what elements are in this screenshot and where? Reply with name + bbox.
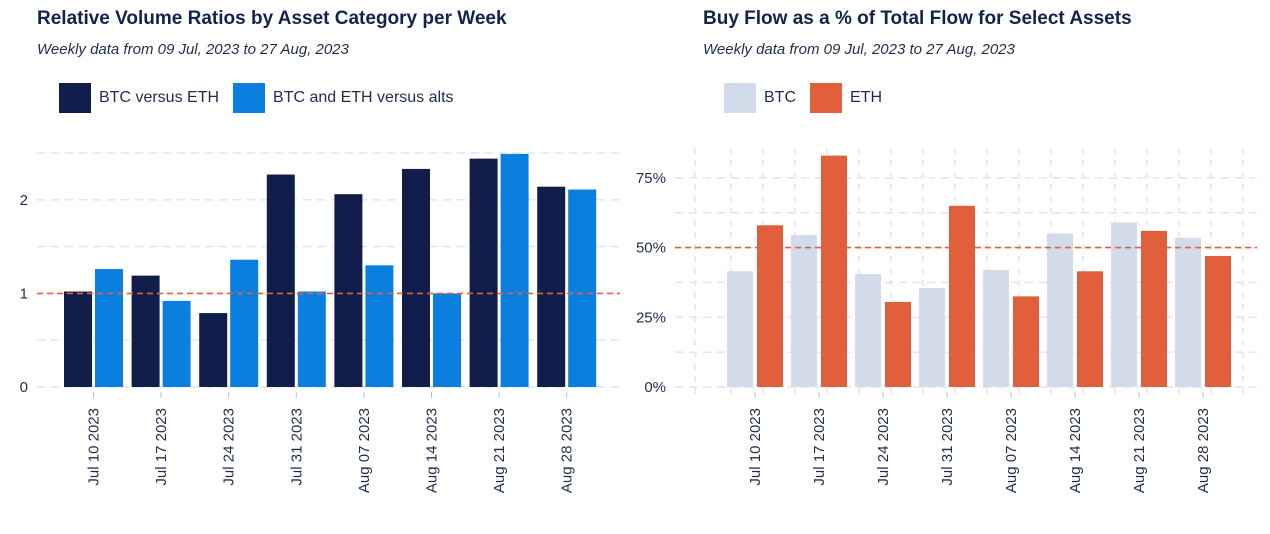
y-tick-label: 25% (636, 309, 666, 326)
bar-eth-4 (1013, 296, 1039, 387)
x-tick-label: Jul 31 2023 (288, 408, 305, 486)
x-tick-label: Jul 31 2023 (939, 408, 956, 486)
bar-eth-6 (1141, 230, 1167, 387)
bar-btc-versus-eth-2 (199, 313, 228, 387)
bar-btc-versus-eth-1 (131, 275, 160, 387)
bar-btc-5 (1047, 233, 1073, 387)
bar-btc-and-eth-versus-alts-5 (433, 293, 461, 387)
x-tick-label: Aug 14 2023 (1067, 408, 1084, 493)
bar-eth-2 (885, 301, 911, 387)
legend-swatch (59, 83, 91, 113)
bar-btc-and-eth-versus-alts-0 (95, 269, 123, 387)
legend-label: BTC (764, 89, 796, 106)
bar-btc-versus-eth-6 (469, 158, 498, 387)
chart-title: Buy Flow as a % of Total Flow for Select… (703, 8, 1132, 29)
chart-subtitle: Weekly data from 09 Jul, 2023 to 27 Aug,… (37, 41, 349, 58)
y-tick-label: 0% (644, 379, 666, 396)
bar-btc-and-eth-versus-alts-3 (297, 291, 326, 387)
x-tick-label: Jul 24 2023 (221, 408, 238, 486)
y-tick-label: 1 (20, 285, 28, 302)
bar-btc-versus-eth-7 (537, 186, 566, 387)
chart-legend: BTC ETH (724, 83, 896, 113)
legend-label: BTC versus ETH (99, 89, 220, 106)
legend-swatch (724, 83, 756, 113)
legend-item-eth: ETH (810, 83, 882, 113)
chart-title: Relative Volume Ratios by Asset Category… (37, 8, 507, 29)
bar-eth-1 (821, 155, 847, 387)
x-tick-label: Jul 10 2023 (747, 408, 764, 486)
bar-eth-5 (1077, 271, 1103, 387)
y-tick-label: 2 (20, 192, 28, 209)
y-tick-label: 0 (20, 379, 28, 396)
x-tick-label: Jul 24 2023 (875, 408, 892, 486)
legend-label: BTC and ETH versus alts (273, 89, 454, 106)
x-tick-label: Jul 10 2023 (86, 408, 103, 486)
bar-btc-and-eth-versus-alts-2 (230, 259, 259, 387)
bar-btc-4 (983, 269, 1009, 387)
bar-btc-2 (855, 274, 881, 387)
volume-ratio-plot: 0 1 2 Jul 10 2023 Jul 17 2023 Jul 24 2023 Jul … (20, 152, 620, 493)
x-tick-label: Aug 07 2023 (356, 408, 373, 493)
bar-eth-0 (757, 225, 783, 387)
bar-btc-1 (791, 235, 817, 387)
chart-legend: BTC versus ETH BTC and ETH versus alts (59, 83, 468, 113)
x-tick-label: Aug 28 2023 (559, 408, 576, 493)
x-tick-label: Aug 07 2023 (1003, 408, 1020, 493)
x-tick-label: Jul 17 2023 (153, 408, 170, 486)
bar-btc-versus-eth-3 (266, 174, 295, 387)
x-tick-label: Jul 17 2023 (811, 408, 828, 486)
bar-btc-and-eth-versus-alts-1 (162, 300, 191, 387)
bar-btc-7 (1175, 237, 1201, 387)
bar-btc-0 (727, 271, 753, 387)
y-tick-label: 75% (636, 170, 666, 187)
bar-btc-3 (919, 288, 945, 387)
legend-item-btc-vs-eth: BTC versus ETH (59, 83, 219, 113)
bar-btc-versus-eth-4 (334, 194, 363, 387)
legend-item-btc: BTC (724, 83, 796, 113)
bar-btc-and-eth-versus-alts-7 (568, 189, 597, 387)
buy-flow-chart-panel: 0% 25% 50% 75% Jul 10 2023 Jul 17 2023 Jul 24 … (635, 0, 1270, 534)
bar-btc-and-eth-versus-alts-4 (365, 265, 394, 387)
bar-eth-7 (1205, 255, 1231, 387)
bar-btc-6 (1111, 222, 1137, 387)
legend-swatch (810, 83, 842, 113)
bar-eth-3 (949, 205, 975, 387)
buy-flow-plot: 0% 25% 50% 75% Jul 10 2023 Jul 17 2023 Jul 24 … (636, 148, 1257, 493)
x-tick-label: Aug 21 2023 (491, 408, 508, 493)
x-tick-label: Aug 14 2023 (424, 408, 441, 493)
bar-btc-versus-eth-5 (402, 168, 430, 387)
legend-label: ETH (850, 89, 882, 106)
y-tick-label: 50% (636, 240, 666, 257)
legend-swatch (233, 83, 266, 113)
volume-ratio-chart-panel: 0 1 2 Jul 10 2023 Jul 17 2023 Jul 24 2023 Jul … (20, 8, 620, 493)
bar-btc-and-eth-versus-alts-6 (500, 153, 529, 387)
x-tick-label: Aug 21 2023 (1131, 408, 1148, 493)
x-tick-label: Aug 28 2023 (1195, 408, 1212, 493)
legend-item-btc-eth-vs-alts: BTC and ETH versus alts (233, 83, 454, 113)
chart-subtitle: Weekly data from 09 Jul, 2023 to 27 Aug,… (703, 41, 1015, 58)
bar-btc-versus-eth-0 (64, 291, 92, 387)
